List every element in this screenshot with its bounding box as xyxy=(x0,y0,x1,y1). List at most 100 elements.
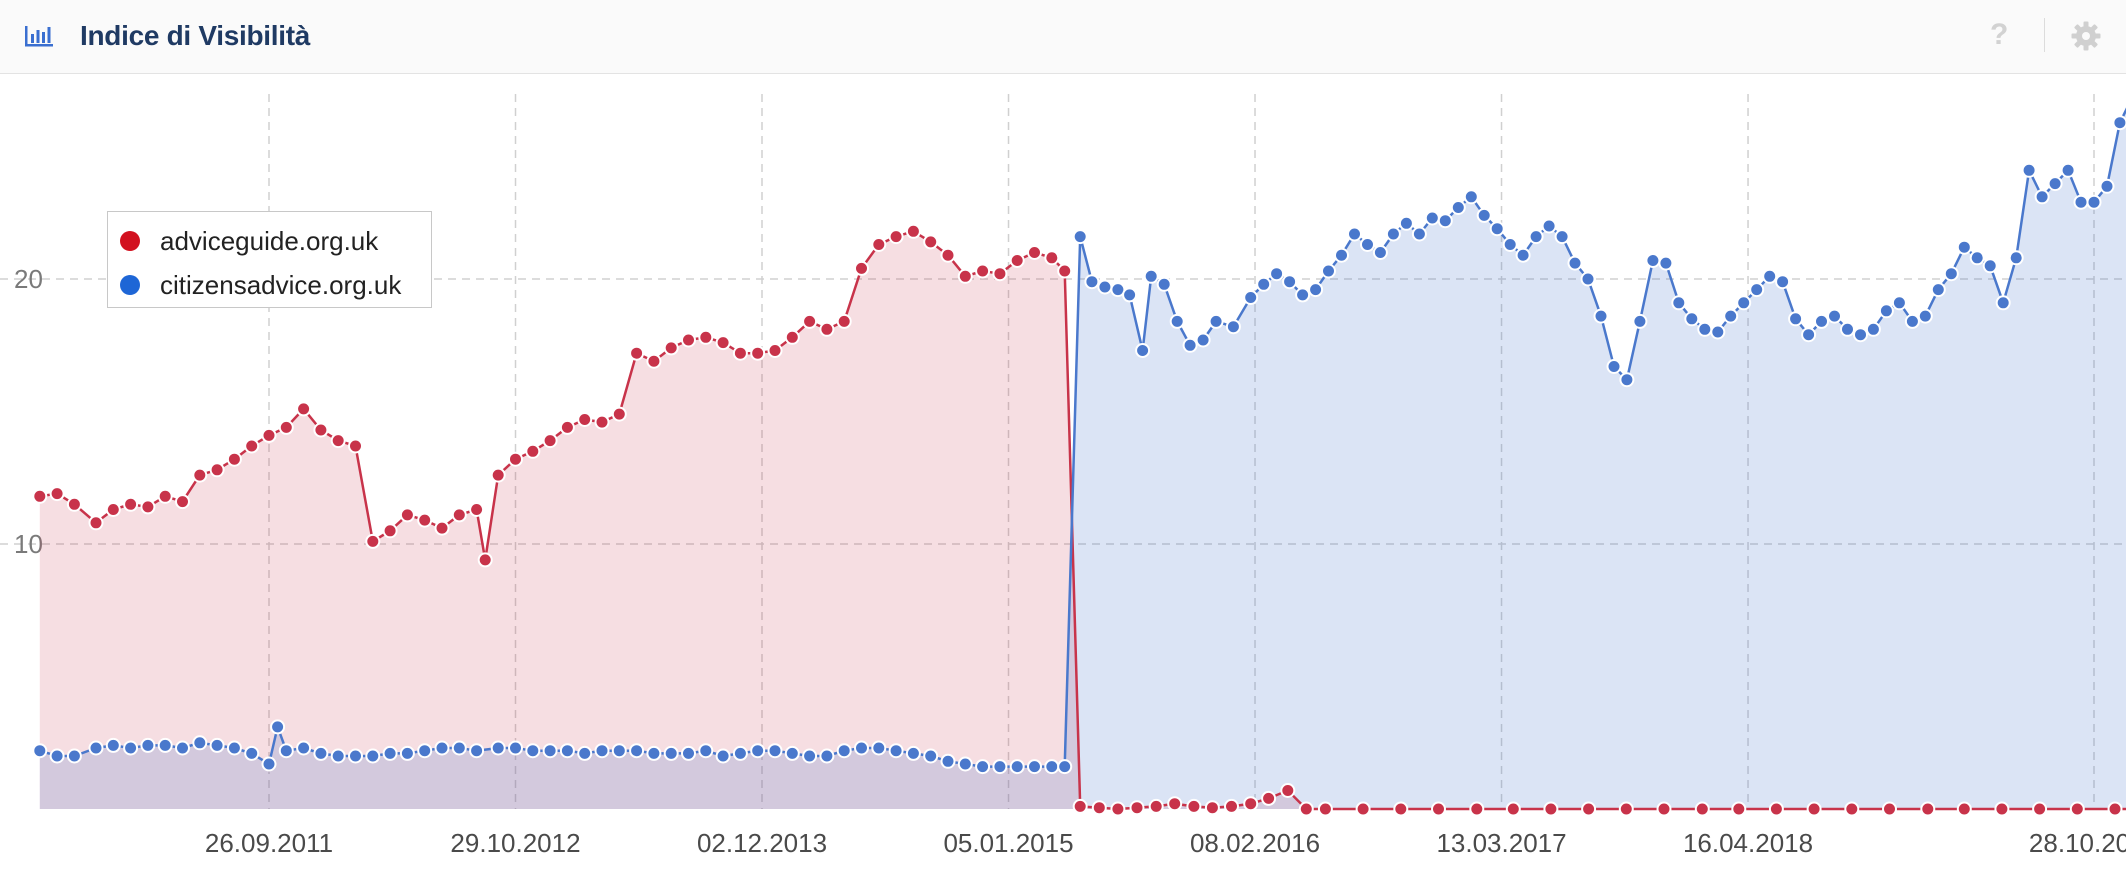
data-point xyxy=(1656,801,1672,817)
data-point xyxy=(365,533,381,549)
data-point xyxy=(1269,266,1285,282)
data-point xyxy=(32,743,48,759)
data-point xyxy=(244,745,260,761)
data-point xyxy=(49,748,65,764)
data-point xyxy=(1658,255,1674,271)
data-point xyxy=(2107,801,2123,817)
data-point xyxy=(1515,247,1531,263)
data-point xyxy=(1593,308,1609,324)
x-tick-label: 05.01.2015 xyxy=(943,828,1073,858)
data-point xyxy=(1956,801,1972,817)
gear-icon[interactable] xyxy=(2070,20,2102,52)
data-point xyxy=(313,745,329,761)
data-point xyxy=(1072,798,1088,814)
data-point xyxy=(270,719,286,735)
data-point xyxy=(1256,276,1272,292)
x-tick-label: 02.12.2013 xyxy=(697,828,827,858)
data-point xyxy=(663,745,679,761)
data-point xyxy=(1437,213,1453,229)
data-point xyxy=(2112,115,2126,131)
data-point xyxy=(1225,319,1241,335)
data-point xyxy=(1195,332,1211,348)
data-point xyxy=(2034,189,2050,205)
data-point xyxy=(1334,247,1349,263)
data-point xyxy=(975,263,991,279)
data-point xyxy=(1502,237,1518,252)
data-point xyxy=(992,759,1008,775)
data-point xyxy=(1489,221,1505,237)
data-point xyxy=(1930,282,1946,298)
data-point xyxy=(1280,783,1296,798)
data-point xyxy=(1009,253,1025,268)
data-point xyxy=(1143,268,1159,284)
data-point xyxy=(2086,194,2102,210)
data-point xyxy=(1904,313,1920,329)
data-point xyxy=(32,488,48,504)
data-point xyxy=(1044,759,1060,775)
data-point xyxy=(1411,226,1427,242)
data-point xyxy=(278,743,294,759)
data-point xyxy=(1920,801,1936,817)
data-point xyxy=(88,740,104,756)
data-point xyxy=(1731,801,1747,817)
data-point xyxy=(1632,313,1648,329)
data-point xyxy=(244,438,260,454)
data-point xyxy=(525,743,541,759)
series-area-1 xyxy=(39,110,2126,809)
data-point xyxy=(542,433,558,449)
data-point xyxy=(1398,215,1414,231)
data-point xyxy=(490,467,506,483)
data-point xyxy=(525,443,541,459)
data-point xyxy=(1505,801,1521,817)
data-point xyxy=(767,343,783,358)
data-point xyxy=(1027,245,1042,260)
legend-item-adviceguide[interactable]: adviceguide.org.uk xyxy=(120,226,378,256)
data-point xyxy=(594,414,610,430)
data-point xyxy=(2099,178,2115,194)
data-point xyxy=(1697,321,1713,337)
visibility-chart: 10 20 26.09.2011 29.10.2012 02.12.2013 05.01.… xyxy=(0,74,2126,876)
data-point xyxy=(123,740,139,756)
data-point xyxy=(469,743,485,759)
data-point xyxy=(1541,218,1557,234)
data-point xyxy=(49,486,65,502)
widget-header: Indice di Visibilità ? xyxy=(0,0,2126,74)
data-point xyxy=(1360,237,1375,252)
data-point xyxy=(1057,263,1073,279)
data-point xyxy=(1295,287,1311,303)
data-point xyxy=(854,740,869,756)
data-point xyxy=(434,520,450,536)
data-point xyxy=(1995,295,2011,311)
data-point xyxy=(2047,176,2063,192)
data-point xyxy=(559,419,575,435)
data-point xyxy=(1844,801,1860,817)
data-point xyxy=(1385,226,1401,242)
data-point xyxy=(1814,313,1829,329)
data-point xyxy=(923,748,939,764)
data-point xyxy=(1057,759,1073,775)
legend-item-citizensadvice[interactable]: citizensadvice.org.uk xyxy=(120,270,401,300)
data-point xyxy=(905,745,921,761)
data-point xyxy=(1204,800,1220,816)
data-point xyxy=(923,234,939,250)
data-point xyxy=(157,488,173,504)
data-point xyxy=(1431,801,1446,817)
data-point xyxy=(732,745,748,761)
data-point xyxy=(1243,796,1259,812)
data-point xyxy=(1567,255,1583,271)
data-point xyxy=(192,735,208,751)
data-point xyxy=(1347,226,1362,242)
help-icon[interactable]: ? xyxy=(1990,18,2009,51)
data-point xyxy=(1122,287,1138,303)
data-point xyxy=(1882,801,1897,817)
data-point xyxy=(1694,801,1710,817)
data-point xyxy=(629,345,645,361)
data-point xyxy=(2021,162,2037,178)
x-tick-label: 29.10.2012 xyxy=(450,828,580,858)
data-point xyxy=(1044,250,1060,266)
data-point xyxy=(784,745,800,761)
data-point xyxy=(1072,229,1088,245)
data-point xyxy=(1619,372,1635,388)
data-point xyxy=(681,332,696,348)
data-point xyxy=(469,502,485,517)
